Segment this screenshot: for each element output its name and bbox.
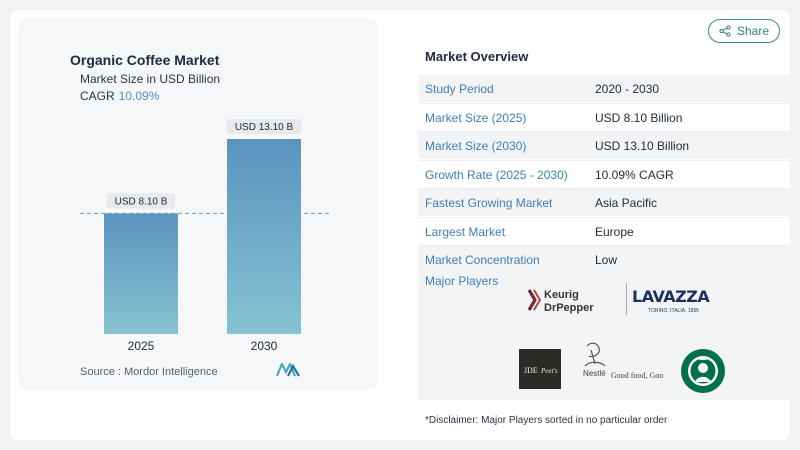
overview-row-value: 2020 - 2030 [595, 81, 660, 96]
jde-peets-logo: JDE Peet's [519, 349, 561, 389]
x-tick-label: 2030 [251, 339, 278, 353]
share-button[interactable]: Share [708, 19, 780, 43]
svg-text:JDE: JDE [524, 366, 538, 375]
overview-row: Largest Market Europe [418, 217, 790, 246]
data-label-bg [227, 119, 301, 134]
overview-row: Growth Rate (2025 - 2030) 10.09% CAGR [418, 160, 790, 189]
share-icon [719, 25, 731, 37]
nestle-logo: Nestlé Good food, Good life [583, 342, 663, 380]
x-tick-label: 2025 [128, 339, 155, 353]
chart-title: Organic Coffee Market [70, 52, 220, 68]
bar-chart: USD 8.10 B 2025 USD 13.10 B 2030 [80, 119, 330, 353]
chart-cagr: CAGR 10.09% [80, 89, 159, 103]
overview-row-value: Asia Pacific [595, 195, 658, 210]
major-players-title: Major Players [425, 274, 499, 288]
data-label: USD 13.10 B [235, 122, 294, 133]
overview-row: Fastest Growing Market Asia Pacific [418, 189, 790, 217]
chart-panel [18, 18, 378, 390]
bar-2030 [227, 139, 301, 334]
overview-row-label: Growth Rate (2025 - 2030) [425, 167, 568, 182]
data-label: USD 8.10 B [115, 196, 168, 207]
overview-row-value: USD 8.10 Billion [595, 110, 683, 125]
share-label: Share [736, 24, 770, 38]
svg-text:Nestlé: Nestlé [583, 369, 606, 378]
mordor-intelligence-icon [276, 363, 300, 377]
overview-row-label: Study Period [425, 81, 494, 96]
overview-row-label: Fastest Growing Market [425, 195, 553, 210]
bar-2025 [104, 213, 178, 334]
svg-text:Keurig: Keurig [544, 289, 579, 301]
overview-row-value: Low [595, 252, 618, 267]
disclaimer: *Disclaimer: Major Players sorted in no … [425, 415, 668, 426]
svg-text:LAVAZZA: LAVAZZA [632, 287, 710, 306]
cagr-label: CAGR [80, 89, 115, 103]
overview-title: Market Overview [425, 49, 529, 64]
svg-text:Good food, Good life: Good food, Good life [611, 371, 663, 380]
overview-row-value: USD 13.10 Billion [595, 138, 690, 153]
overview-row: Market Size (2025) USD 8.10 Billion [418, 103, 790, 132]
overview-row: Market Size (2030) USD 13.10 Billion [418, 132, 790, 160]
chart-subtitle: Market Size in USD Billion [80, 72, 221, 86]
overview-row-value: Europe [595, 224, 634, 239]
overview-table: Study Period 2020 - 2030 Market Size (2025… [418, 75, 790, 274]
major-players-panel [418, 268, 790, 400]
overview-row: Study Period 2020 - 2030 [418, 75, 790, 103]
svg-text:Peet's: Peet's [540, 367, 558, 375]
starbucks-logo [681, 349, 725, 393]
data-label-bg [107, 193, 175, 209]
chart-source: Source : Mordor Intelligence [80, 366, 218, 378]
lavazza-logo: LAVAZZA TORINO, ITALIA, 1895 [626, 283, 711, 315]
svg-text:TORINO, ITALIA, 1895: TORINO, ITALIA, 1895 [648, 308, 699, 314]
overview-row-label: Market Size (2025) [425, 110, 527, 125]
svg-text:DrPepper: DrPepper [544, 302, 594, 314]
cagr-value: 10.09% [118, 89, 160, 103]
overview-row-label: Market Size (2030) [425, 138, 527, 153]
keurig-drpepper-logo: Keurig DrPepper [527, 289, 594, 314]
overview-row-value: 10.09% CAGR [595, 167, 674, 182]
overview-row-label: Largest Market [425, 224, 506, 239]
overview-row-label: Market Concentration [425, 252, 540, 267]
